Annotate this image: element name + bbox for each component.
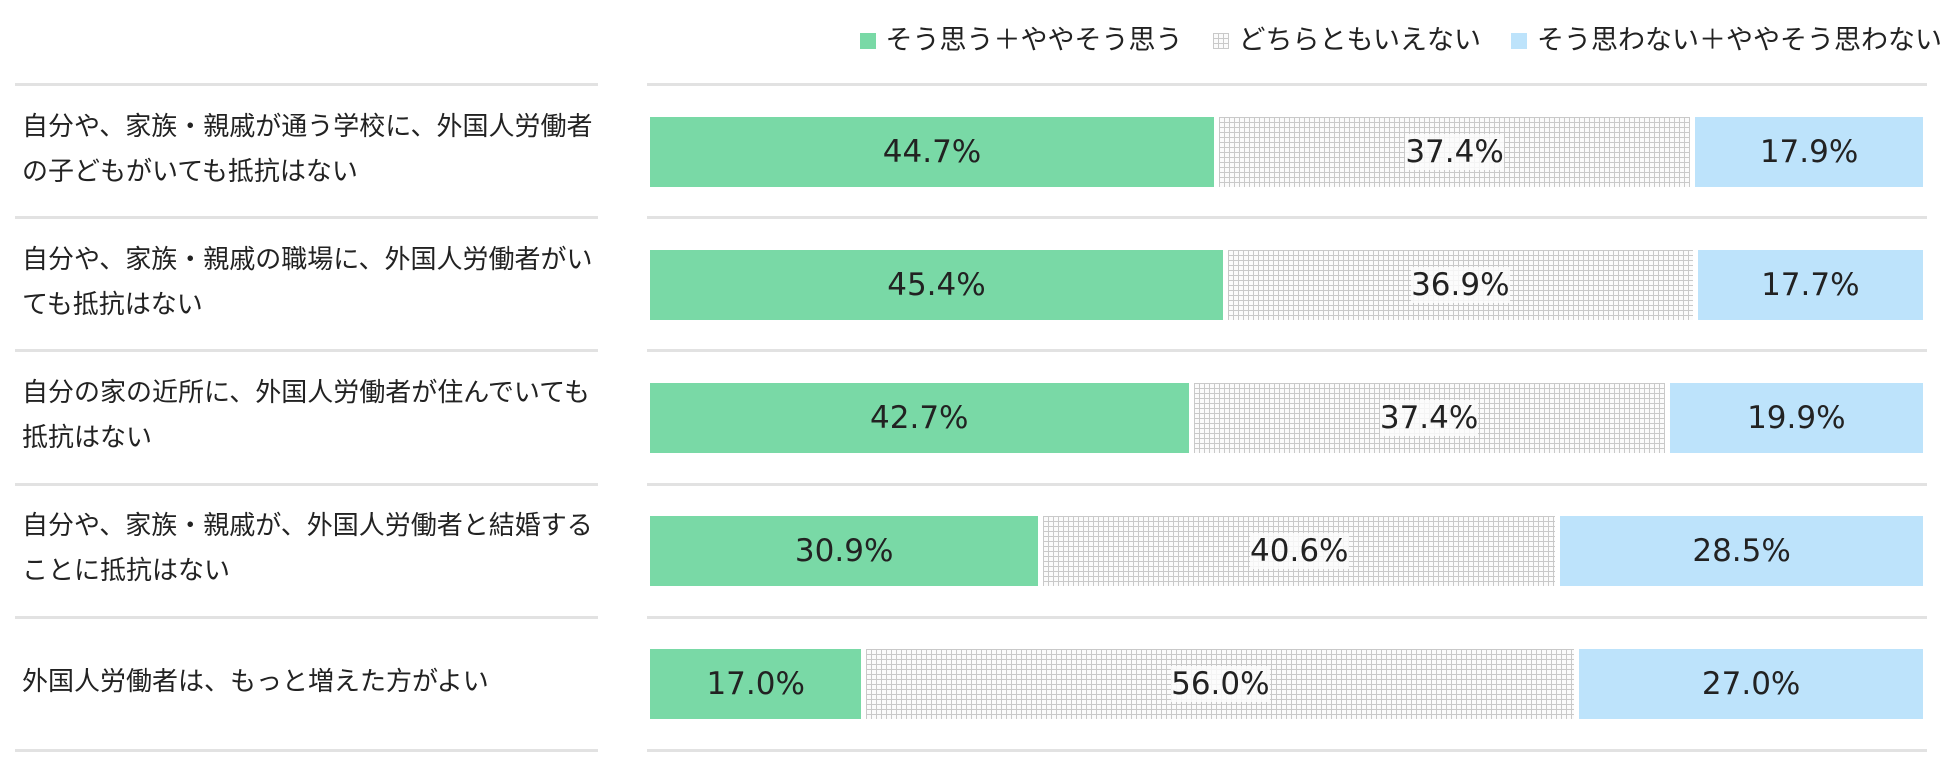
bar-segment: 37.4% <box>1193 383 1665 453</box>
bar-segment: 37.4% <box>1219 116 1691 187</box>
separator <box>15 349 598 353</box>
separator <box>647 749 1927 752</box>
legend-swatch <box>859 32 876 49</box>
value-label: 45.4% <box>887 266 986 303</box>
value-label: 17.9% <box>1759 133 1859 170</box>
separator <box>647 216 1927 220</box>
separator <box>647 615 1927 619</box>
legend-item: そう思わない＋ややそう思わない <box>1511 18 1942 57</box>
value-label: 42.7% <box>870 400 969 436</box>
category-label: 自分の家の近所に、外国人労働者が住んでいても抵抗はない <box>22 377 590 453</box>
legend-item: どちらともいえない <box>1212 18 1481 57</box>
category-label: 自分や、家族・親戚が、外国人労働者と結婚することに抵抗はない <box>22 511 593 587</box>
bar-segment: 19.9% <box>1669 383 1923 453</box>
bar-segment: 17.7% <box>1697 249 1923 320</box>
legend-label: どちらともいえない <box>1238 25 1481 56</box>
bar-segment: 36.9% <box>1227 249 1693 320</box>
bar-segment: 27.0% <box>1579 649 1923 720</box>
bar-segment: 30.9% <box>650 516 1039 587</box>
value-label: 44.7% <box>882 133 982 170</box>
value-label: 27.0% <box>1701 666 1801 703</box>
value-label: 17.0% <box>706 666 805 703</box>
value-label: 37.4% <box>1379 400 1479 436</box>
category-label: 自分や、家族・親戚の職場に、外国人労働者がいても抵抗はない <box>22 244 593 320</box>
legend-swatch <box>1212 32 1229 49</box>
separator <box>647 83 1927 86</box>
separator <box>15 482 598 486</box>
legend: そう思う＋ややそう思う どちらともいえない そう思わない＋ややそう思わない <box>830 18 1942 57</box>
bar-segment: 17.9% <box>1695 116 1923 187</box>
bar-segment: 28.5% <box>1560 516 1923 587</box>
value-label: 19.9% <box>1747 400 1846 436</box>
bar-segment: 45.4% <box>650 249 1223 320</box>
legend-swatch <box>1511 32 1527 49</box>
value-label: 17.7% <box>1761 266 1860 303</box>
bar-segment: 42.7% <box>650 383 1189 453</box>
separator <box>647 482 1927 486</box>
separator <box>15 216 598 220</box>
separator <box>15 83 598 86</box>
legend-item: そう思う＋ややそう思う <box>859 18 1183 57</box>
value-label: 37.4% <box>1405 133 1504 170</box>
bar-segment: 40.6% <box>1043 516 1556 587</box>
bar-segment: 44.7% <box>650 116 1215 187</box>
legend-label: そう思う＋ややそう思う <box>885 25 1183 56</box>
category-label: 外国人労働者は、もっと増えた方がよい <box>22 666 489 697</box>
bar-segment: 56.0% <box>866 649 1575 720</box>
separator <box>15 749 598 752</box>
value-label: 36.9% <box>1411 266 1510 303</box>
legend-label: そう思わない＋ややそう思わない <box>1537 25 1942 56</box>
value-label: 30.9% <box>794 533 894 570</box>
separator <box>647 349 1927 353</box>
bar-segment: 17.0% <box>650 649 862 720</box>
category-label: 自分や、家族・親戚が通う学校に、外国人労働者の子どもがいても抵抗はない <box>22 111 593 187</box>
value-label: 40.6% <box>1250 533 1349 570</box>
separator <box>15 615 598 619</box>
value-label: 56.0% <box>1171 666 1270 703</box>
value-label: 28.5% <box>1692 533 1791 570</box>
